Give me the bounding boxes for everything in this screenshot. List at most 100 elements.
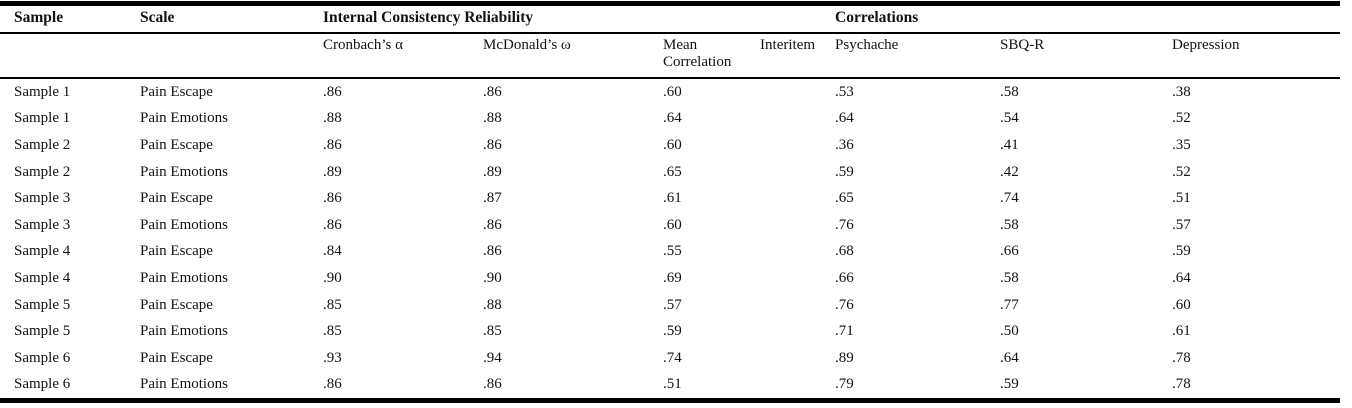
cell-scale: Pain Escape (140, 296, 213, 313)
cell-sample: Sample 1 (14, 110, 71, 127)
cell-mean-interitem-correlation: .60 (663, 216, 682, 233)
cell-scale: Pain Escape (140, 190, 213, 207)
cell-sample: Sample 3 (14, 216, 71, 233)
correlation-label: Correlation (663, 54, 732, 70)
cell-cronbach-alpha: .89 (323, 163, 342, 180)
table-header: Sample Scale Internal Consistency Reliab… (0, 3, 1341, 79)
cell-depression: .59 (1172, 243, 1191, 260)
group-header-correlations: Correlations (835, 3, 1341, 34)
cell-depression: .60 (1172, 296, 1191, 313)
cell-depression: .51 (1172, 190, 1191, 207)
cell-mean-interitem-correlation: .57 (663, 296, 682, 313)
cell-scale: Pain Emotions (140, 216, 228, 233)
table-row: Sample 1 Pain Emotions .88 .88 .64 .64 .… (0, 106, 1340, 133)
cell-depression: .78 (1172, 376, 1191, 393)
table-row: Sample 5 Pain Emotions .85 .85 .59 .71 .… (0, 318, 1340, 345)
cell-mean-interitem-correlation: .59 (663, 323, 682, 340)
cell-sbqr: .54 (1000, 110, 1019, 127)
cell-psychache: .66 (835, 269, 854, 286)
cell-sample: Sample 6 (14, 376, 71, 393)
cell-mcdonald-omega: .89 (483, 163, 502, 180)
group-header-internal-consistency: Internal Consistency Reliability (323, 3, 836, 34)
cell-sbqr: .58 (1000, 83, 1019, 100)
table-body: Sample 1 Pain Escape .86 .86 .60 .53 .58… (0, 78, 1340, 401)
cell-cronbach-alpha: .86 (323, 376, 342, 393)
cell-cronbach-alpha: .93 (323, 349, 342, 366)
cell-cronbach-alpha: .85 (323, 296, 342, 313)
col-header-mcdonald-omega: McDonald’s ω (483, 33, 663, 79)
cell-depression: .57 (1172, 216, 1191, 233)
cell-mean-interitem-correlation: .69 (663, 269, 682, 286)
cell-mean-interitem-correlation: .65 (663, 163, 682, 180)
cell-sbqr: .41 (1000, 136, 1019, 153)
cell-psychache: .53 (835, 83, 854, 100)
cell-scale: Pain Emotions (140, 163, 228, 180)
cell-psychache: .79 (835, 376, 854, 393)
table-row: Sample 1 Pain Escape .86 .86 .60 .53 .58… (0, 78, 1340, 106)
cell-sbqr: .42 (1000, 163, 1019, 180)
cell-cronbach-alpha: .86 (323, 83, 342, 100)
cell-mcdonald-omega: .86 (483, 83, 502, 100)
cell-mcdonald-omega: .85 (483, 323, 502, 340)
table-row: Sample 4 Pain Escape .84 .86 .55 .68 .66… (0, 239, 1340, 266)
cell-mcdonald-omega: .87 (483, 190, 502, 207)
col-header-sbqr: SBQ-R (1000, 33, 1173, 79)
cell-sbqr: .66 (1000, 243, 1019, 260)
col-header-mean-interitem-correlation: Mean Interitem Correlation (663, 33, 836, 79)
cell-sbqr: .59 (1000, 376, 1019, 393)
cell-sample: Sample 4 (14, 243, 71, 260)
cell-mcdonald-omega: .90 (483, 269, 502, 286)
cell-sample: Sample 5 (14, 296, 71, 313)
cell-sample: Sample 4 (14, 269, 71, 286)
table-row: Sample 3 Pain Emotions .86 .86 .60 .76 .… (0, 212, 1340, 239)
table-row: Sample 2 Pain Emotions .89 .89 .65 .59 .… (0, 159, 1340, 186)
mean-interitem-line1: Mean Interitem (663, 37, 815, 54)
cell-mcdonald-omega: .88 (483, 110, 502, 127)
col-header-depression: Depression (1172, 33, 1341, 79)
subheader-row: Cronbach’s α McDonald’s ω Mean Interitem… (0, 33, 1341, 79)
cell-depression: .61 (1172, 323, 1191, 340)
cell-sample: Sample 6 (14, 349, 71, 366)
cell-cronbach-alpha: .86 (323, 136, 342, 153)
cell-scale: Pain Escape (140, 83, 213, 100)
cell-scale: Pain Escape (140, 136, 213, 153)
subheader-empty-sample (0, 33, 140, 79)
col-header-psychache: Psychache (835, 33, 1001, 79)
cell-cronbach-alpha: .84 (323, 243, 342, 260)
col-header-cronbach-alpha: Cronbach’s α (323, 33, 483, 79)
table-row: Sample 2 Pain Escape .86 .86 .60 .36 .41… (0, 132, 1340, 159)
table-row: Sample 6 Pain Emotions .86 .86 .51 .79 .… (0, 372, 1340, 401)
cell-sample: Sample 3 (14, 190, 71, 207)
cell-mcdonald-omega: .86 (483, 376, 502, 393)
cell-mean-interitem-correlation: .60 (663, 136, 682, 153)
cell-mean-interitem-correlation: .51 (663, 376, 682, 393)
group-header-row: Sample Scale Internal Consistency Reliab… (0, 3, 1341, 34)
reliability-correlations-table: Sample Scale Internal Consistency Reliab… (0, 1, 1341, 404)
table-row: Sample 5 Pain Escape .85 .88 .57 .76 .77… (0, 292, 1340, 319)
interitem-label: Interitem (760, 37, 816, 53)
cell-mean-interitem-correlation: .64 (663, 110, 682, 127)
cell-sample: Sample 5 (14, 323, 71, 340)
cell-mcdonald-omega: .86 (483, 136, 502, 153)
cell-cronbach-alpha: .90 (323, 269, 342, 286)
cell-scale: Pain Emotions (140, 376, 228, 393)
mean-label: Mean (663, 37, 698, 53)
cell-depression: .78 (1172, 349, 1191, 366)
subheader-empty-scale (140, 33, 323, 79)
cell-sample: Sample 2 (14, 136, 71, 153)
cell-psychache: .68 (835, 243, 854, 260)
cell-depression: .64 (1172, 269, 1191, 286)
cell-psychache: .59 (835, 163, 854, 180)
col-header-scale: Scale (140, 3, 323, 34)
cell-sbqr: .50 (1000, 323, 1019, 340)
cell-psychache: .65 (835, 190, 854, 207)
cell-scale: Pain Emotions (140, 110, 228, 127)
cell-scale: Pain Emotions (140, 323, 228, 340)
cell-scale: Pain Escape (140, 349, 213, 366)
table-row: Sample 6 Pain Escape .93 .94 .74 .89 .64… (0, 345, 1340, 372)
cell-sample: Sample 1 (14, 83, 71, 100)
cell-depression: .38 (1172, 83, 1191, 100)
cell-mean-interitem-correlation: .55 (663, 243, 682, 260)
cell-sbqr: .74 (1000, 190, 1019, 207)
table-row: Sample 3 Pain Escape .86 .87 .61 .65 .74… (0, 185, 1340, 212)
